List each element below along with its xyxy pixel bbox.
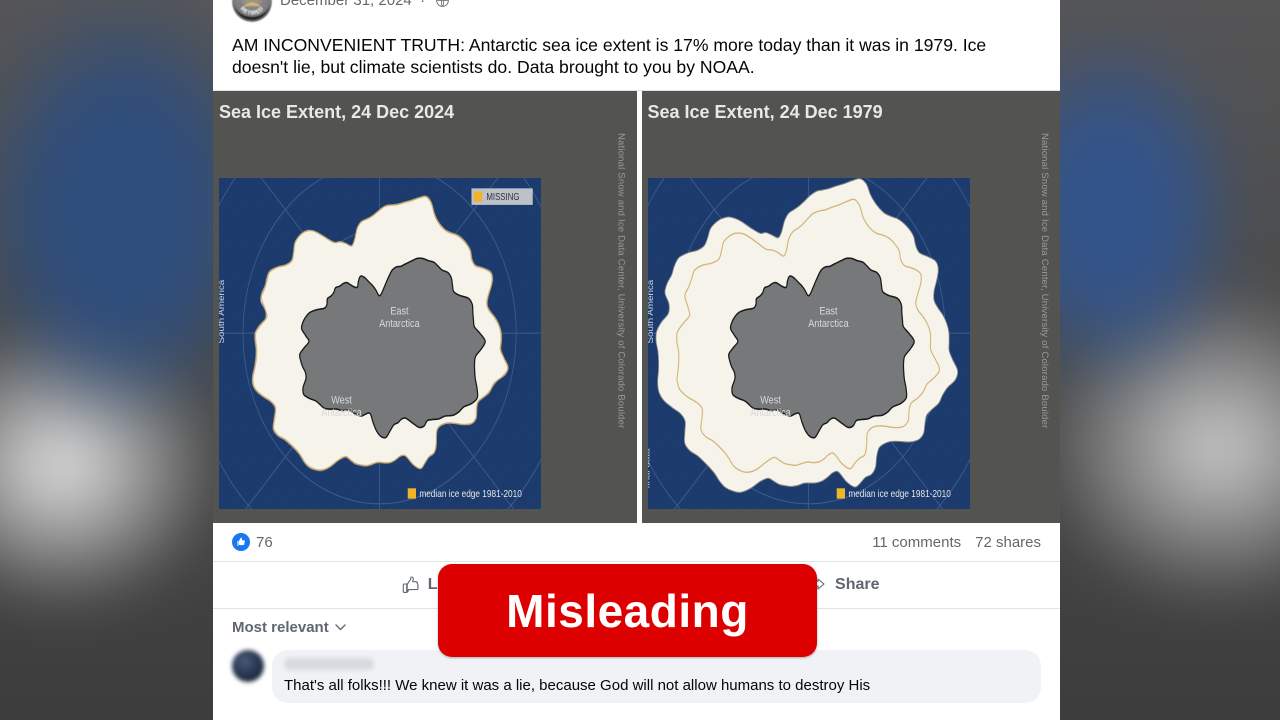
svg-text:Antarctica: Antarctica [321,407,362,419]
svg-text:West: West [760,395,781,407]
svg-text:South America: South America [648,280,655,344]
svg-text:West: West [331,395,352,407]
svg-text:South America: South America [219,280,226,344]
svg-text:East: East [819,306,837,318]
svg-text:Antarctica: Antarctica [750,407,791,419]
svg-text:final data: final data [648,448,651,488]
svg-text:median ice edge 1981-2010: median ice edge 1981-2010 [419,488,522,499]
svg-text:Antarctica: Antarctica [808,318,849,330]
svg-text:median ice edge 1981-2010: median ice edge 1981-2010 [848,488,951,499]
svg-text:East: East [390,306,408,318]
svg-text:Antarctica: Antarctica [379,318,420,330]
svg-text:MISSING: MISSING [486,191,519,202]
